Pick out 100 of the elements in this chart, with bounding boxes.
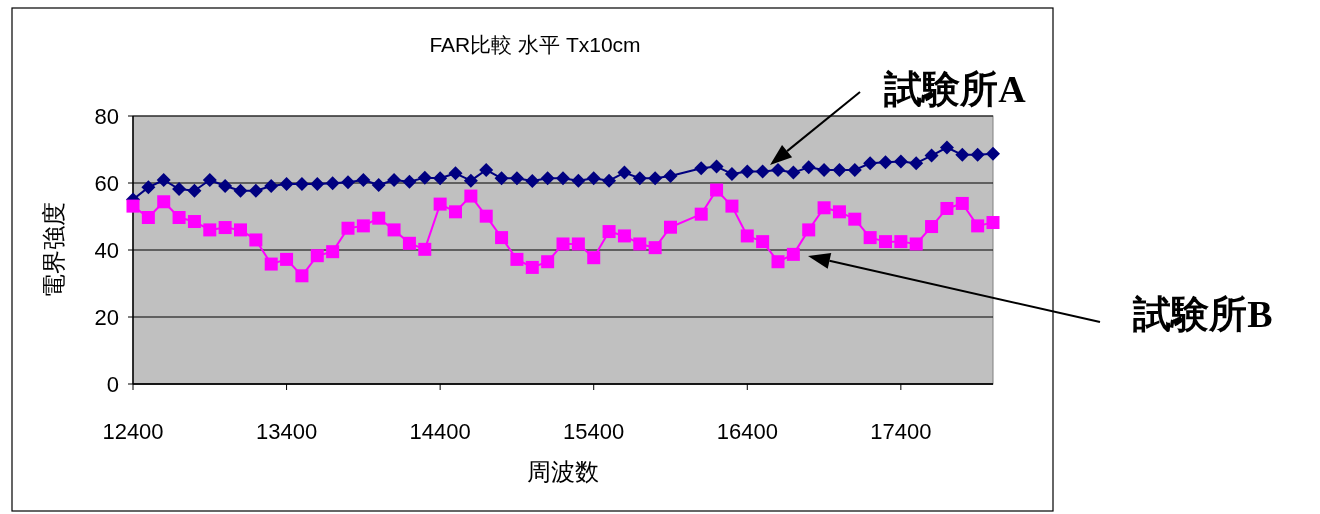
point [218,221,232,235]
point [724,166,739,181]
point [801,160,816,175]
point [509,171,524,186]
point [541,255,555,269]
point [587,251,601,265]
point [203,223,217,237]
point [955,147,970,162]
point [740,164,755,179]
point [632,171,647,186]
point [325,176,340,191]
point [832,205,846,219]
point [264,179,279,194]
point [279,177,294,192]
point [402,174,417,189]
point [479,162,494,177]
point [233,183,248,198]
point [248,183,263,198]
point [878,155,893,170]
point [294,177,309,192]
point [832,162,847,177]
x-tick-label: 13400 [255,419,318,444]
point [863,156,878,171]
point [449,205,462,219]
point [280,252,294,266]
point [740,229,754,243]
point [694,161,709,176]
point [371,178,386,193]
point [709,159,724,174]
point [540,171,555,186]
text: 試験所B [1132,293,1273,335]
point [156,172,171,187]
point [755,164,770,179]
point [939,140,954,155]
point [341,175,355,190]
point [909,237,923,251]
point [495,231,509,245]
point [633,237,647,251]
point [879,235,892,249]
point [556,237,570,251]
point [986,216,1000,230]
point [970,147,985,162]
point [586,171,601,186]
point [418,242,432,256]
point [525,173,540,188]
point [402,236,416,250]
point [817,162,832,177]
point [479,209,493,223]
point [847,162,862,177]
point [725,199,739,213]
point [771,255,785,269]
x-tick-label: 16400 [716,419,778,444]
point [310,249,324,263]
point [863,231,877,245]
point [417,170,432,185]
point [264,257,278,271]
y-tick-label: 80 [94,104,119,129]
point [525,260,539,274]
point [218,179,233,194]
point [556,171,570,186]
point [802,223,816,237]
point [602,225,616,239]
point [187,183,202,198]
point [786,165,801,180]
point [310,177,325,192]
point [710,183,724,197]
x-tick-label: 12400 [102,419,164,444]
point [848,212,862,226]
point [694,207,708,221]
point [341,221,355,235]
x-tick-label: 14400 [409,419,471,444]
point [940,201,954,215]
point [571,237,585,251]
point [326,245,340,259]
point [786,247,800,261]
point [494,171,509,186]
point [510,252,524,266]
point [433,171,448,186]
point [249,233,263,247]
point [663,168,678,183]
point [141,180,156,195]
point [433,197,447,211]
point [986,146,1000,161]
text: 試験所A [883,68,1027,110]
point [187,215,201,229]
point [909,156,924,171]
point [356,172,371,187]
point [648,171,663,186]
x-tick-label: 17400 [870,419,932,444]
point [387,172,402,187]
point [955,196,969,210]
point [756,235,770,249]
point [126,199,140,213]
point [202,172,217,187]
point [617,229,631,243]
point [464,189,478,203]
point [356,219,370,233]
y-tick-label: 20 [94,305,119,330]
point [617,165,632,180]
y-axis-title: 電界強度 [40,202,67,298]
